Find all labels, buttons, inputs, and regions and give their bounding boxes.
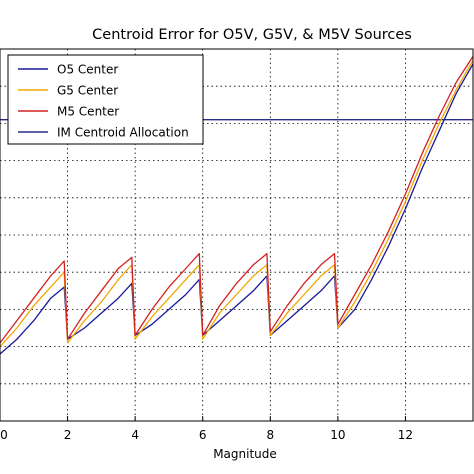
x-tick-label-5: 10 <box>330 428 345 442</box>
grid <box>0 49 473 421</box>
series-line-0 <box>0 63 474 355</box>
x-tick-label-4: 8 <box>266 428 274 442</box>
series-line-1 <box>0 59 474 348</box>
plot-frame <box>0 48 474 422</box>
series-line-2 <box>0 56 474 344</box>
x-tick-label-2: 4 <box>131 428 139 442</box>
legend-box <box>7 54 204 145</box>
chart-title: Centroid Error for O5V, G5V, & M5V Sourc… <box>92 27 412 43</box>
legend-label-2: M5 Center <box>57 105 119 119</box>
legend-label-3: IM Centroid Allocation <box>57 126 189 140</box>
legend-label-0: O5 Center <box>57 63 118 77</box>
x-tick-label-6: 12 <box>398 428 413 442</box>
x-tick-label-3: 6 <box>199 428 207 442</box>
x-ticks: 0 2 4 6 8 10 12 <box>0 416 413 442</box>
legend-label-1: G5 Center <box>57 84 118 98</box>
x-tick-label-1: 2 <box>64 428 72 442</box>
x-tick-label-0: 0 <box>0 428 8 442</box>
legend: O5 Center G5 Center M5 Center IM Centroid A… <box>7 54 204 145</box>
x-axis-label: Magnitude <box>213 447 277 461</box>
